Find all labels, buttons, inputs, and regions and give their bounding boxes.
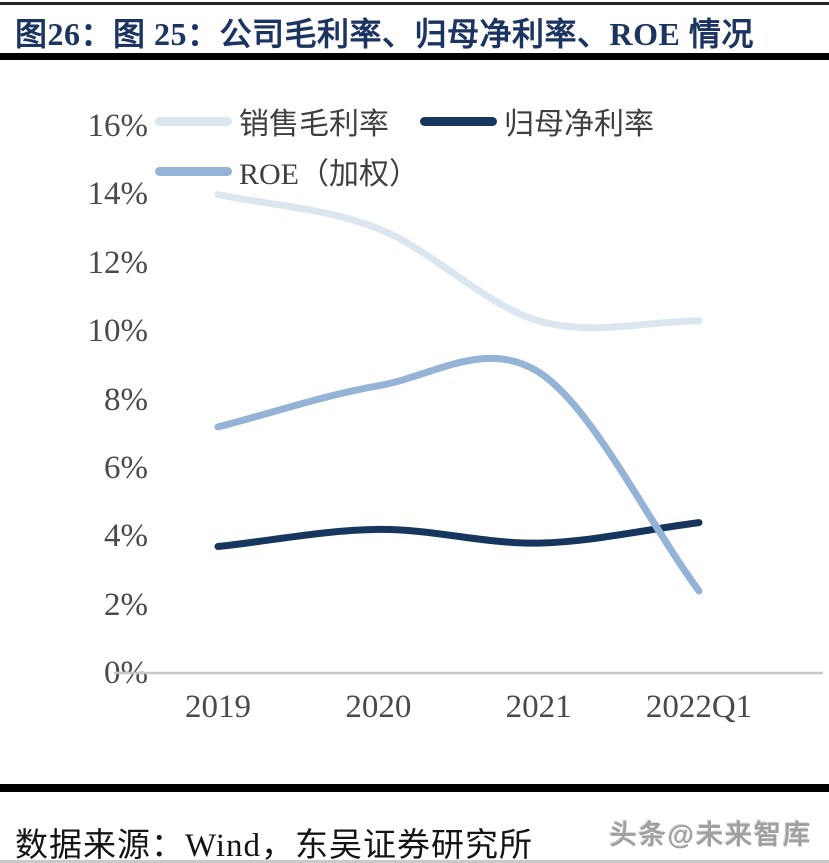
data-source-text: 数据来源：Wind，东吴证券研究所: [15, 828, 533, 863]
legend-label: ROE（加权）: [239, 158, 419, 191]
legend-line-swatch: [420, 116, 497, 126]
figure-title: 图26：图 25：公司毛利率、归母净利率、ROE 情况: [15, 16, 754, 52]
watermark-text: 头条@未来智库: [609, 820, 812, 850]
legend-label: 归母净利率: [504, 108, 654, 141]
y-tick-label: 10%: [87, 313, 149, 350]
legend-label: 销售毛利率: [239, 108, 389, 141]
y-tick-label: 4%: [104, 518, 148, 555]
y-tick-label: 16%: [87, 108, 149, 144]
series-line-gross-margin: [214, 190, 703, 332]
x-tick-label: 2022Q1: [645, 689, 753, 725]
top-border-line: [0, 2, 829, 5]
legend-item: 归母净利率: [420, 104, 654, 141]
series-line-roe: [214, 354, 703, 595]
legend-item: 销售毛利率: [155, 104, 389, 141]
x-tick-label: 2020: [345, 689, 412, 725]
y-tick-label: 14%: [87, 176, 149, 213]
title-separator-rule: [0, 53, 829, 60]
y-tick-label: 2%: [104, 586, 148, 623]
series-line-net-margin: [214, 519, 703, 550]
y-tick-label: 8%: [104, 381, 148, 418]
legend-item: ROE（加权）: [155, 154, 419, 191]
legend-line-swatch: [155, 166, 232, 176]
y-tick-label: 12%: [87, 244, 149, 281]
bottom-border-line: [0, 860, 829, 863]
x-tick-label: 2019: [185, 689, 251, 725]
legend-line-swatch: [155, 116, 232, 126]
x-tick-label: 2021: [505, 689, 572, 725]
footer-separator-rule: [0, 784, 829, 792]
y-tick-label: 6%: [104, 449, 148, 486]
